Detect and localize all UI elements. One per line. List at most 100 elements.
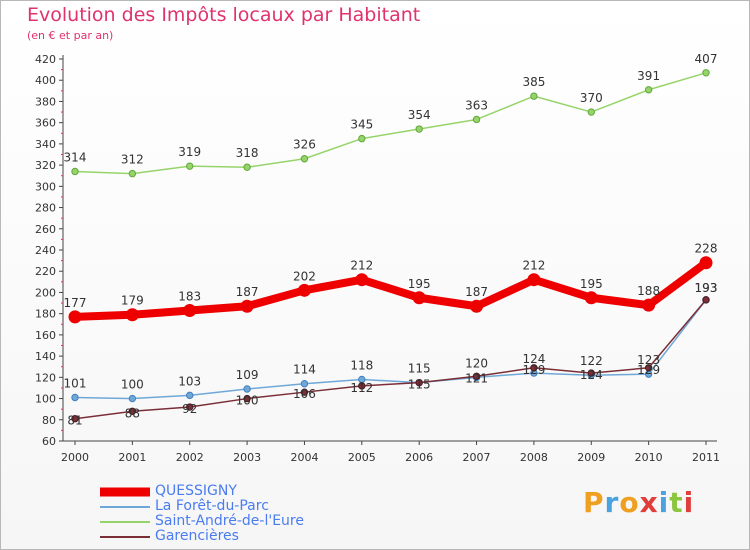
- series-line-quessigny: [71, 258, 710, 321]
- logo-letter: r: [604, 486, 620, 519]
- data-point-la-foret-du-parc: [128, 394, 137, 403]
- data-label-la-foret-du-parc: 115: [408, 362, 431, 376]
- y-tick-label: 420: [35, 53, 56, 66]
- legend: QUESSIGNY La Forêt-du-Parc Saint-André-d…: [100, 484, 304, 544]
- data-point-quessigny: [412, 291, 426, 305]
- data-point-quessigny: [297, 283, 311, 297]
- data-label-quessigny: 202: [293, 269, 316, 283]
- legend-swatch-la-foret-du-parc: [100, 505, 150, 508]
- y-tick-label: 60: [42, 435, 56, 448]
- data-label-garencieres: 124: [580, 368, 603, 382]
- data-label-la-foret-du-parc: 193: [695, 281, 718, 295]
- data-point-saint-andre-de-l-eure: [472, 115, 481, 124]
- data-point-garencieres: [243, 394, 251, 403]
- x-tick-label: 2006: [405, 451, 433, 464]
- x-tick-label: 2003: [233, 451, 261, 464]
- x-tick-label: 2009: [577, 451, 605, 464]
- data-point-quessigny: [355, 273, 369, 287]
- data-point-saint-andre-de-l-eure: [128, 169, 137, 178]
- logo-letter: i: [658, 486, 670, 519]
- legend-swatch-saint-andre-de-l-eure: [100, 520, 150, 523]
- x-tick-label: 2011: [692, 451, 720, 464]
- y-tick-label: 80: [42, 414, 56, 427]
- y-tick-label: 340: [35, 138, 56, 151]
- y-tick-label: 140: [35, 350, 56, 363]
- data-label-quessigny: 195: [408, 277, 431, 291]
- data-point-quessigny: [125, 308, 139, 322]
- data-point-garencieres: [644, 364, 653, 372]
- data-point-garencieres: [300, 388, 309, 396]
- legend-label-saint-andre-de-l-eure: Saint-André-de-l'Eure: [155, 513, 304, 529]
- data-point-la-foret-du-parc: [71, 393, 79, 402]
- series-line-saint-andre-de-l-eure: [74, 72, 707, 175]
- data-label-saint-andre-de-l-eure: 318: [236, 146, 259, 160]
- legend-item-saint-andre-de-l-eure: Saint-André-de-l'Eure: [100, 514, 304, 529]
- data-point-la-foret-du-parc: [300, 380, 309, 388]
- data-label-quessigny: 177: [64, 296, 87, 310]
- data-point-saint-andre-de-l-eure: [358, 134, 366, 143]
- data-point-quessigny: [642, 298, 656, 312]
- chart-title: Evolution des Impôts locaux par Habitant: [27, 4, 421, 26]
- y-tick-label: 400: [35, 74, 56, 87]
- data-point-quessigny: [584, 291, 598, 305]
- y-tick-label: 160: [35, 329, 56, 342]
- legend-swatch-garencieres: [100, 535, 150, 538]
- legend-item-quessigny: QUESSIGNY: [100, 484, 304, 499]
- data-point-quessigny: [68, 310, 82, 324]
- y-tick-label: 320: [35, 159, 56, 172]
- data-point-saint-andre-de-l-eure: [587, 108, 595, 116]
- data-label-quessigny: 228: [695, 242, 718, 256]
- data-label-garencieres: 92: [182, 402, 197, 416]
- data-label-la-foret-du-parc: 114: [293, 363, 316, 377]
- data-point-garencieres: [702, 296, 710, 304]
- data-label-saint-andre-de-l-eure: 326: [293, 138, 316, 152]
- legend-label-quessigny: QUESSIGNY: [155, 483, 237, 499]
- data-label-la-foret-du-parc: 124: [522, 352, 545, 366]
- data-point-quessigny: [183, 303, 197, 317]
- legend-item-la-foret-du-parc: La Forêt-du-Parc: [100, 499, 304, 514]
- legend-label-la-foret-du-parc: La Forêt-du-Parc: [155, 498, 269, 514]
- y-tick-label: 380: [35, 95, 56, 108]
- data-point-saint-andre-de-l-eure: [530, 92, 538, 100]
- data-label-saint-andre-de-l-eure: 314: [64, 150, 87, 164]
- data-label-la-foret-du-parc: 120: [465, 356, 488, 370]
- proxiti-logo: Proxiti: [583, 486, 694, 519]
- data-point-garencieres: [71, 415, 79, 423]
- legend-item-garencieres: Garencières: [100, 529, 304, 544]
- data-label-quessigny: 183: [178, 289, 201, 303]
- data-label-saint-andre-de-l-eure: 319: [178, 145, 201, 159]
- data-label-quessigny: 188: [637, 284, 660, 298]
- data-label-quessigny: 187: [465, 285, 488, 299]
- series-line-la-foret-du-parc: [74, 299, 707, 400]
- data-label-la-foret-du-parc: 118: [350, 358, 373, 372]
- data-point-saint-andre-de-l-eure: [415, 125, 423, 133]
- y-tick-label: 280: [35, 202, 56, 215]
- data-label-saint-andre-de-l-eure: 370: [580, 91, 603, 105]
- x-tick-label: 2010: [635, 451, 663, 464]
- y-tick-label: 260: [35, 223, 56, 236]
- logo-letter: x: [639, 486, 659, 519]
- data-label-garencieres: 88: [125, 406, 140, 420]
- data-label-saint-andre-de-l-eure: 385: [522, 75, 545, 89]
- data-point-saint-andre-de-l-eure: [71, 167, 79, 176]
- y-tick-label: 120: [35, 371, 56, 384]
- data-label-quessigny: 187: [236, 285, 259, 299]
- data-label-garencieres: 121: [465, 371, 488, 385]
- data-label-quessigny: 195: [580, 277, 603, 291]
- data-point-quessigny: [470, 299, 484, 313]
- data-point-garencieres: [358, 382, 366, 390]
- data-point-saint-andre-de-l-eure: [300, 155, 309, 163]
- y-tick-label: 200: [35, 286, 56, 299]
- data-point-saint-andre-de-l-eure: [243, 163, 251, 171]
- data-label-la-foret-du-parc: 109: [236, 368, 259, 382]
- data-label-garencieres: 81: [67, 414, 82, 428]
- data-label-garencieres: 115: [408, 378, 431, 392]
- data-label-garencieres: 106: [293, 387, 316, 401]
- data-point-garencieres: [472, 372, 481, 380]
- data-label-garencieres: 129: [637, 363, 660, 377]
- data-label-quessigny: 179: [121, 294, 144, 308]
- data-point-saint-andre-de-l-eure: [186, 162, 194, 170]
- y-tick-label: 180: [35, 308, 56, 321]
- logo-letter: t: [669, 486, 684, 519]
